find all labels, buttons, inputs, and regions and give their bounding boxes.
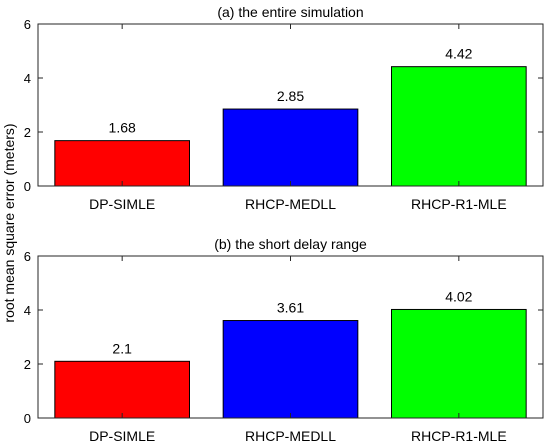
chart-title: (a) the entire simulation	[217, 4, 363, 20]
x-tick-label: RHCP-R1-MLE	[411, 196, 507, 212]
bar-rhcp-r1-mle	[391, 66, 527, 187]
x-tick-label: DP-SIMLE	[89, 196, 155, 212]
data-label: 2.1	[112, 340, 132, 356]
chart-panel-1: 2.1 DP-SIMLE 3.61 RHCP-MEDLL 4.02 RHCP-R1-MLE…	[24, 236, 544, 444]
y-tick-label: 0	[24, 411, 31, 426]
y-tick-label: 2	[24, 125, 31, 140]
bar-dp-simle	[54, 360, 191, 419]
y-tick-label: 4	[24, 71, 31, 86]
x-tick-label: RHCP-MEDLL	[245, 428, 336, 444]
chart-panel-0: 1.68 DP-SIMLE 2.85 RHCP-MEDLL 4.42 RHCP-R1-ML…	[24, 4, 544, 212]
data-label: 3.61	[277, 300, 304, 316]
y-tick-label: 2	[24, 357, 31, 372]
x-tick-label: RHCP-MEDLL	[245, 196, 336, 212]
y-tick-label: 4	[24, 303, 31, 318]
data-label: 2.85	[277, 88, 304, 104]
data-label: 4.42	[445, 46, 472, 62]
bar-rhcp-r1-mle	[391, 308, 527, 419]
x-tick-label: DP-SIMLE	[89, 428, 155, 444]
y-tick-label: 6	[24, 249, 31, 264]
bar-rhcp-medll	[222, 320, 359, 419]
y-axis-label: root mean square error (meters)	[1, 123, 17, 322]
data-label: 4.02	[445, 288, 472, 304]
bar-rhcp-medll	[222, 108, 359, 187]
y-tick-label: 0	[24, 179, 31, 194]
chart-title: (b) the short delay range	[214, 236, 367, 252]
y-tick-label: 6	[24, 17, 31, 32]
data-label: 1.68	[109, 120, 136, 136]
bar-dp-simle	[54, 140, 191, 187]
x-tick-label: RHCP-R1-MLE	[411, 428, 507, 444]
